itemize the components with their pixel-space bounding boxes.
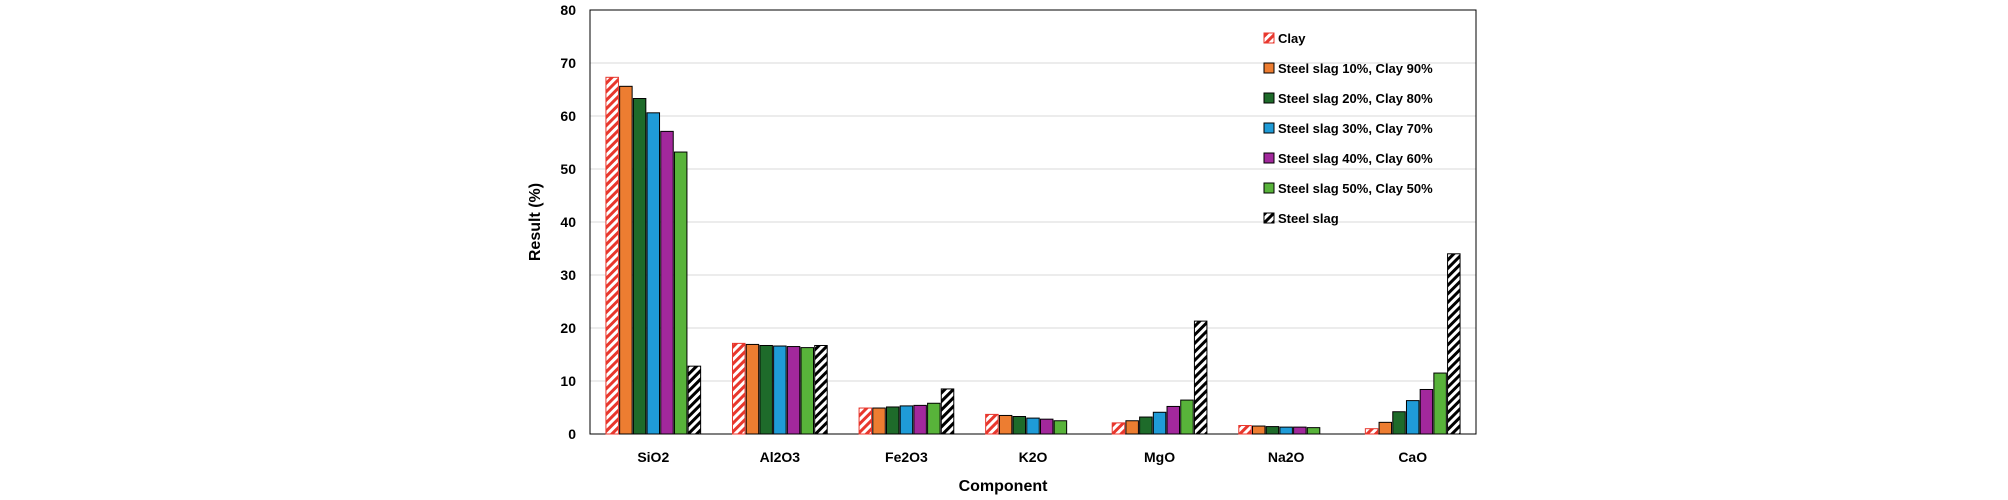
bar (1419, 388, 1434, 435)
bar (619, 85, 633, 435)
y-axis-ticks: 0 10 20 30 40 50 60 70 80 (560, 2, 576, 442)
legend-swatch (1263, 62, 1275, 74)
bar (1012, 416, 1027, 435)
bar (1405, 400, 1420, 435)
y-tick-label: 20 (560, 320, 576, 336)
bar (940, 388, 955, 435)
bar (814, 344, 828, 435)
bar (673, 151, 688, 435)
y-axis-title: Result (%) (527, 183, 544, 261)
legend-label: Steel slag (1278, 211, 1339, 226)
y-tick-label: 30 (560, 267, 576, 283)
bar (1166, 405, 1181, 435)
bar (1378, 421, 1393, 435)
bar (660, 130, 674, 435)
bar (1364, 428, 1379, 435)
bar (913, 404, 927, 435)
bar (800, 347, 815, 435)
bar (1392, 411, 1406, 435)
bar (1180, 399, 1194, 435)
legend-label: Steel slag 20%, Clay 80% (1278, 91, 1433, 106)
bar (1026, 417, 1040, 435)
bar (985, 413, 999, 435)
bar (732, 342, 746, 435)
x-tick-label: Al2O3 (760, 449, 801, 465)
bar (632, 98, 647, 435)
bar (998, 414, 1013, 435)
bar (1306, 427, 1321, 435)
bar (646, 112, 661, 435)
bar (872, 407, 886, 435)
legend-swatch (1263, 152, 1275, 164)
bars-group (605, 76, 1461, 435)
bar (773, 345, 787, 435)
bar (858, 407, 873, 435)
y-tick-label: 40 (560, 214, 576, 230)
bar (1447, 253, 1461, 435)
y-tick-label: 60 (560, 108, 576, 124)
x-axis-title: Component (959, 478, 1049, 495)
legend-label: Steel slag 40%, Clay 60% (1278, 151, 1433, 166)
bar (1125, 420, 1139, 435)
bar (1139, 416, 1153, 435)
bar (759, 344, 773, 435)
bar (687, 365, 702, 435)
bar (605, 76, 619, 435)
bar (1053, 420, 1068, 435)
legend-swatch (1263, 32, 1275, 44)
legend-swatch (1263, 182, 1275, 194)
x-axis-ticks: SiO2 Al2O3 Fe2O3 K2O MgO Na2O CaO (637, 449, 1427, 465)
bar (899, 405, 914, 435)
bar (1251, 425, 1266, 435)
bar (885, 406, 900, 435)
y-tick-label: 50 (560, 161, 576, 177)
bar (1111, 422, 1126, 435)
x-tick-label: Fe2O3 (885, 449, 928, 465)
bar (1193, 320, 1208, 435)
legend-label: Clay (1278, 31, 1306, 46)
legend-swatch (1263, 212, 1275, 224)
bar (1039, 418, 1054, 435)
legend-label: Steel slag 30%, Clay 70% (1278, 121, 1433, 136)
x-tick-label: SiO2 (637, 449, 669, 465)
bar (1293, 426, 1307, 435)
bar (1238, 425, 1252, 435)
x-tick-label: Na2O (1268, 449, 1305, 465)
y-tick-label: 80 (560, 2, 576, 18)
bar (1279, 426, 1293, 435)
bar (745, 343, 760, 435)
bar (927, 402, 941, 435)
bar (1433, 372, 1447, 435)
legend-swatch (1263, 122, 1275, 134)
legend-swatch (1263, 92, 1275, 104)
x-tick-label: K2O (1019, 449, 1048, 465)
legend-label: Steel slag 10%, Clay 90% (1278, 61, 1433, 76)
y-tick-label: 0 (568, 426, 576, 442)
bar (1265, 426, 1280, 435)
x-tick-label: CaO (1398, 449, 1427, 465)
legend: Clay Steel slag 10%, Clay 90% Steel slag 2… (1263, 31, 1433, 226)
y-tick-label: 70 (560, 55, 576, 71)
gridlines (590, 62, 1476, 382)
x-tick-label: MgO (1144, 449, 1175, 465)
legend-label: Steel slag 50%, Clay 50% (1278, 181, 1433, 196)
y-tick-label: 10 (560, 373, 576, 389)
bar (786, 346, 801, 435)
bar (1152, 411, 1167, 435)
